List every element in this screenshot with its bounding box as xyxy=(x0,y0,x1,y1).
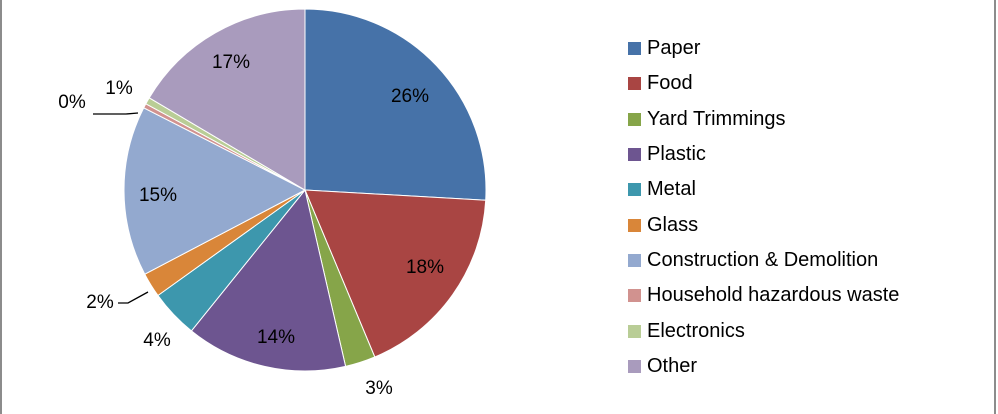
data-label-other: 17% xyxy=(212,52,250,73)
legend-item-glass: Glass xyxy=(628,207,899,242)
legend-swatch xyxy=(628,42,641,56)
legend-label: Construction & Demolition xyxy=(647,248,879,271)
data-label-construction-and-demolition: 15% xyxy=(139,185,177,206)
legend-item-electronics: Electronics xyxy=(628,313,899,348)
slice-labels: 26% 18% 3% 14% 4% 2% 15% 0% 1% 17% xyxy=(58,52,444,399)
leader-line-glass xyxy=(118,291,149,304)
leader-line-household-hazardous-waste xyxy=(93,112,139,115)
legend: Paper Food Yard Trimmings Plastic Metal Glass… xyxy=(628,31,899,384)
legend-item-food: Food xyxy=(628,66,899,101)
legend-swatch xyxy=(628,148,641,162)
data-label-glass: 2% xyxy=(86,292,114,313)
legend-swatch xyxy=(628,359,641,373)
legend-label: Electronics xyxy=(647,319,745,342)
legend-item-other: Other xyxy=(628,349,899,384)
legend-label: Metal xyxy=(647,178,696,201)
legend-label: Paper xyxy=(647,37,701,60)
legend-item-paper: Paper xyxy=(628,31,899,66)
pie-slices xyxy=(123,8,487,372)
legend-label: Glass xyxy=(647,213,699,236)
legend-label: Food xyxy=(647,72,693,95)
legend-swatch xyxy=(628,253,641,267)
legend-swatch xyxy=(628,183,641,197)
legend-swatch xyxy=(628,289,641,303)
legend-item-plastic: Plastic xyxy=(628,137,899,172)
legend-swatch xyxy=(628,77,641,91)
legend-label: Plastic xyxy=(647,143,706,166)
pie-slice-food xyxy=(304,189,487,358)
legend-swatch xyxy=(628,324,641,338)
legend-item-construction-and-demolition: Construction & Demolition xyxy=(628,243,899,278)
data-label-metal: 4% xyxy=(143,330,171,351)
legend-item-household-hazardous-waste: Household hazardous waste xyxy=(628,278,899,313)
legend-label: Yard Trimmings xyxy=(647,107,786,130)
pie-chart: 26% 18% 3% 14% 4% 2% 15% 0% 1% 17% xyxy=(58,8,487,399)
legend-item-metal: Metal xyxy=(628,172,899,207)
legend-item-yard-trimmings: Yard Trimmings xyxy=(628,102,899,137)
leader-lines xyxy=(93,112,149,304)
legend-label: Household hazardous waste xyxy=(647,284,900,307)
pie-slice-other xyxy=(148,8,306,191)
pie-slice-plastic xyxy=(190,188,347,372)
legend-swatch xyxy=(628,218,641,232)
data-label-yard-trimmings: 3% xyxy=(365,378,393,399)
data-label-plastic: 14% xyxy=(257,327,295,348)
data-label-household-hazardous-waste: 0% xyxy=(58,92,86,113)
data-label-food: 18% xyxy=(406,257,444,278)
pie-slice-paper xyxy=(304,8,487,201)
data-label-electronics: 1% xyxy=(105,78,133,99)
legend-label: Other xyxy=(647,354,698,377)
data-label-paper: 26% xyxy=(391,86,429,107)
legend-swatch xyxy=(628,112,641,126)
pie-slice-construction-and-demolition xyxy=(123,107,307,275)
